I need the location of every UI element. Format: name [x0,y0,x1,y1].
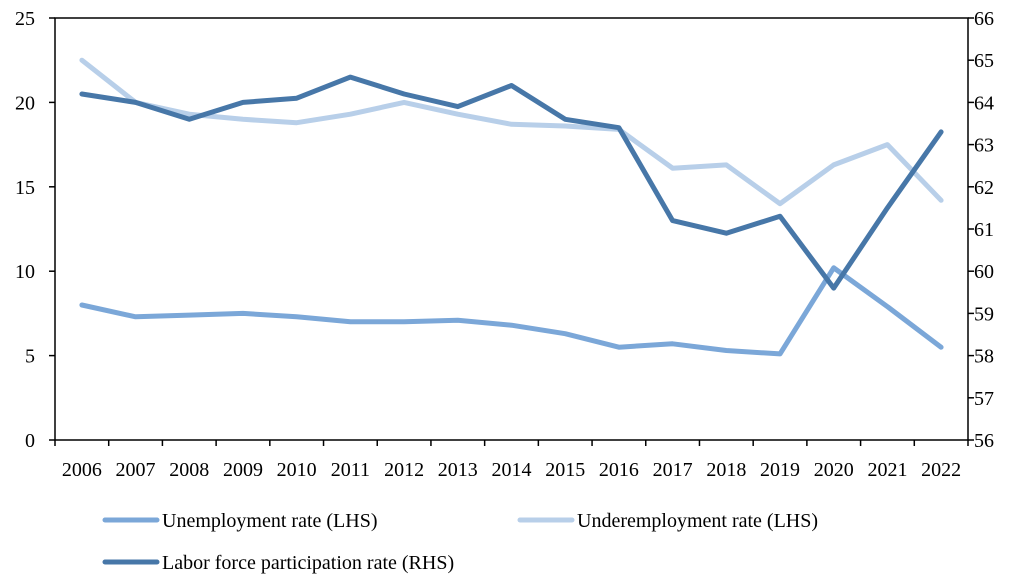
series-line-underemployment-rate [79,57,944,207]
right-tick-label: 59 [974,303,994,325]
left-tick-label: 10 [15,261,35,283]
x-tick-label: 2016 [599,459,639,481]
x-tick-label: 2017 [653,459,693,481]
x-tick-label: 2021 [867,459,907,481]
x-tick-label: 2009 [223,459,263,481]
legend: Unemployment rate (LHS) Underemployment r… [102,510,818,574]
x-tick-label: 2020 [814,459,854,481]
legend-label-labor-force-participation-rate: Labor force participation rate (RHS) [162,552,454,574]
x-tick-label: 2018 [706,459,746,481]
x-axis-ticks: 2006 2007 2008 2009 2010 2011 2012 2013 2014 2015… [54,440,969,481]
x-tick-label: 2012 [384,459,424,481]
right-tick-label: 65 [974,50,994,72]
x-tick-label: 2013 [438,459,478,481]
left-tick-label: 20 [15,92,35,114]
left-tick-label: 15 [15,177,35,199]
x-tick-label: 2014 [492,459,532,481]
left-axis-ticks: 0 5 10 15 20 25 [15,8,55,452]
right-tick-label: 66 [974,8,994,30]
x-tick-label: 2010 [277,459,317,481]
x-tick-label: 2019 [760,459,800,481]
right-tick-label: 58 [974,346,994,368]
right-tick-label: 60 [974,261,994,283]
x-tick-label: 2007 [116,459,156,481]
right-tick-label: 63 [974,135,994,157]
series-lines [79,57,944,357]
legend-label-underemployment-rate: Underemployment rate (LHS) [577,510,818,532]
right-axis-ticks: 56 57 58 59 60 61 62 63 64 65 66 [968,8,994,452]
legend-label-unemployment-rate: Unemployment rate (LHS) [162,510,378,532]
right-tick-label: 64 [974,92,994,114]
right-tick-label: 61 [974,219,994,241]
x-tick-label: 2008 [169,459,209,481]
x-tick-label: 2011 [331,459,370,481]
right-tick-label: 56 [974,430,994,452]
x-tick-label: 2015 [545,459,585,481]
right-tick-label: 57 [974,388,994,410]
right-tick-label: 62 [974,177,994,199]
series-line-unemployment-rate [79,265,944,357]
left-tick-label: 0 [25,430,35,452]
left-tick-label: 5 [25,346,35,368]
plot-area-frame [54,17,969,441]
left-tick-label: 25 [15,8,35,30]
x-tick-label: 2006 [62,459,102,481]
x-tick-label: 2022 [921,459,961,481]
